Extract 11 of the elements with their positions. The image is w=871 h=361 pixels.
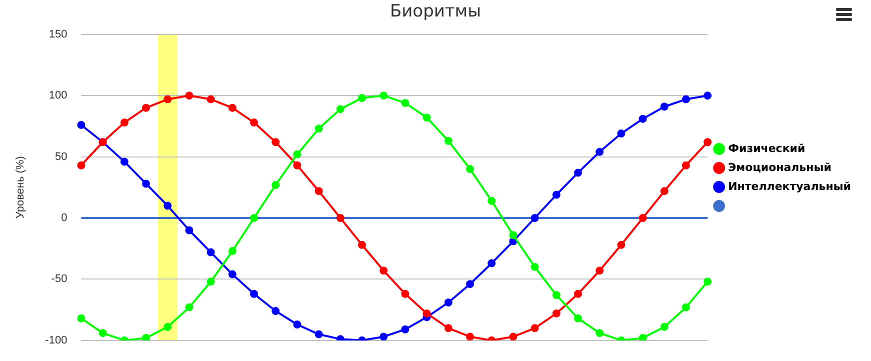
- legend-label: Физический: [728, 142, 806, 155]
- legend-label: Интеллектуальный: [728, 180, 852, 193]
- chart-title: Биоритмы: [390, 2, 482, 22]
- y-axis-title: Уровень (%): [14, 156, 27, 219]
- y-tick-label: 100: [48, 90, 68, 102]
- y-tick-label: -100: [45, 334, 68, 346]
- legend-label: Эмоциональный: [728, 160, 832, 174]
- y-tick-label: 50: [54, 150, 68, 163]
- y-tick-label: 0: [61, 212, 68, 224]
- y-tick-label: 150: [48, 28, 68, 40]
- y-tick-label: -50: [51, 273, 68, 286]
